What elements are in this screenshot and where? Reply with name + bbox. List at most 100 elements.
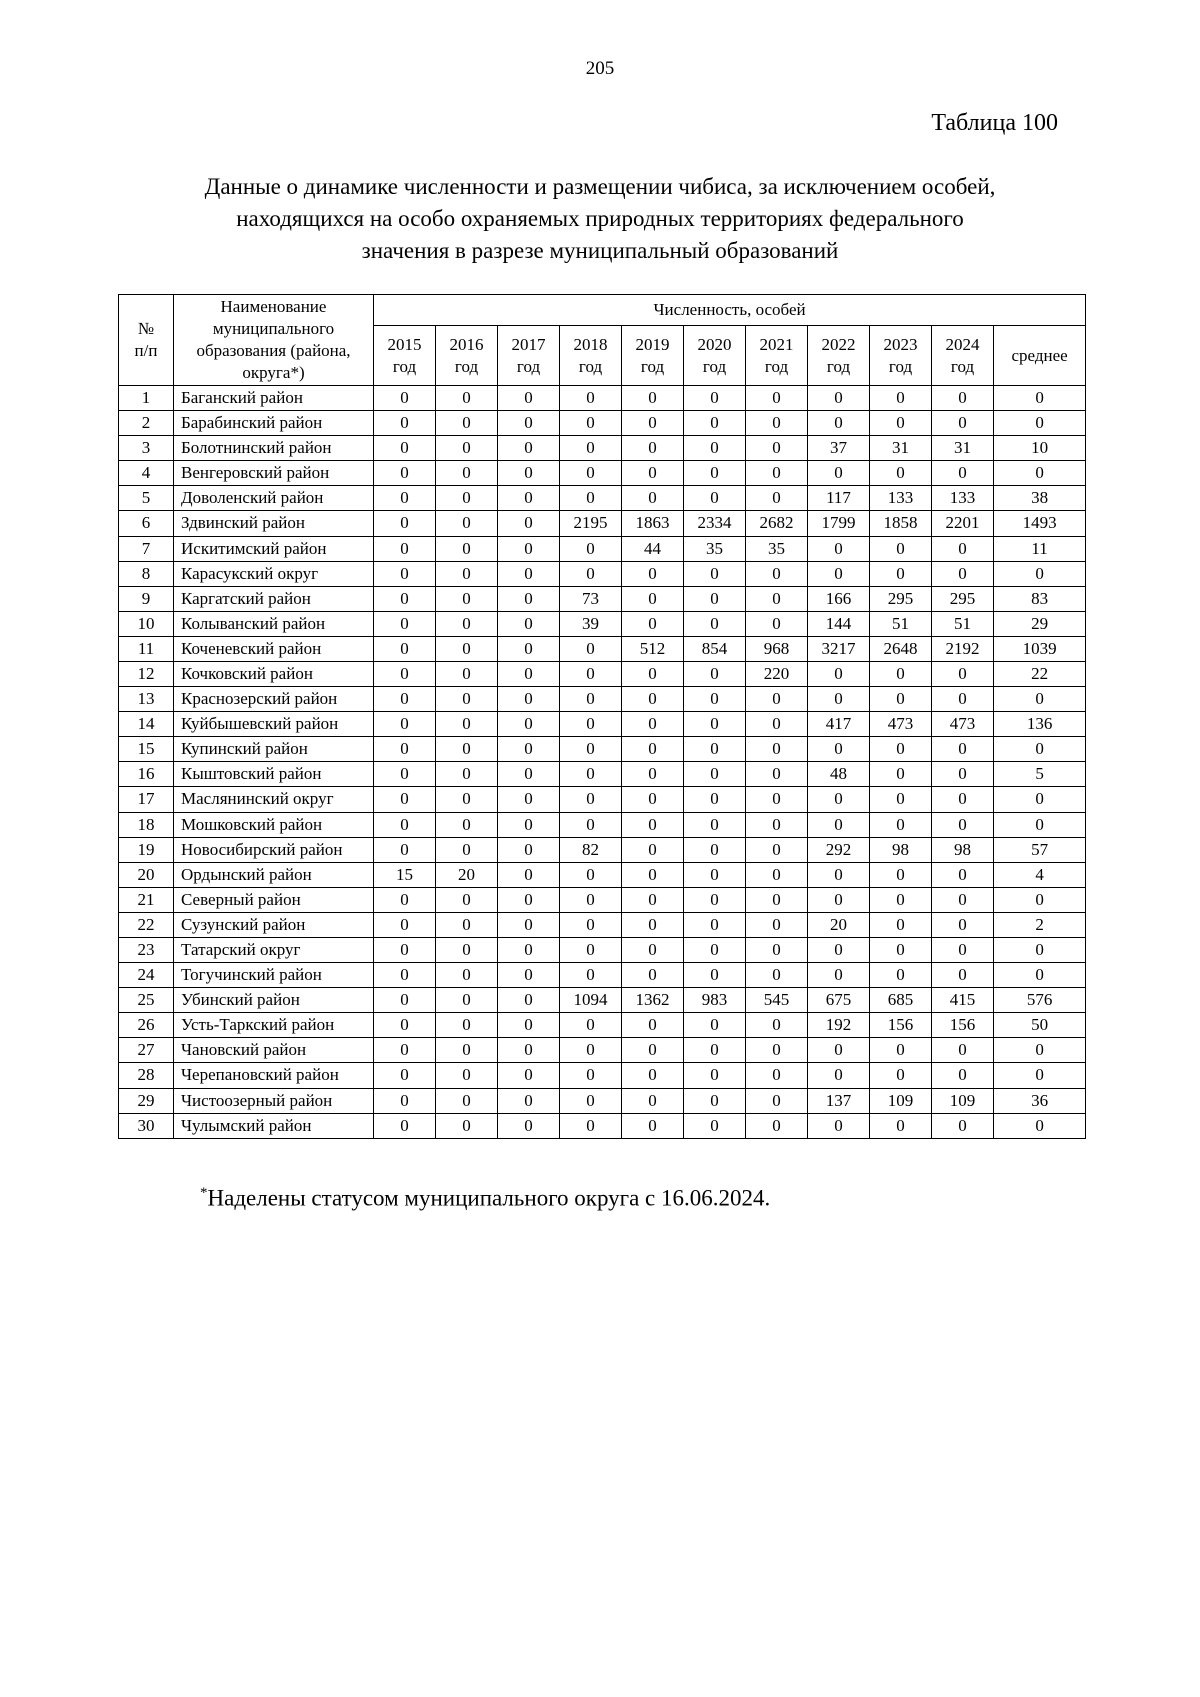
value-cell: 0 xyxy=(559,1087,622,1114)
district-name: Сузунский район xyxy=(173,911,374,939)
value-cell: 0 xyxy=(435,410,498,437)
value-cell: 0 xyxy=(373,786,436,813)
value-cell: 0 xyxy=(745,861,808,888)
district-name: Куйбышевский район xyxy=(173,711,374,738)
value-cell: 0 xyxy=(745,886,808,913)
value-cell: 2648 xyxy=(869,635,932,662)
value-cell: 0 xyxy=(869,861,932,888)
district-name: Здвинский район xyxy=(173,510,374,537)
value-cell: 0 xyxy=(745,761,808,788)
value-cell: 0 xyxy=(373,485,436,512)
value-cell: 0 xyxy=(497,686,560,713)
table-row: 8 Карасукский округ 0 0 0 0 0 0 0 0 0 0 0 xyxy=(118,560,1087,587)
value-cell: 0 xyxy=(807,560,870,587)
value-cell: 0 xyxy=(373,1037,436,1064)
header-year: 2024 год xyxy=(931,325,994,386)
value-cell: 0 xyxy=(559,660,622,688)
value-cell: 0 xyxy=(621,1062,684,1089)
value-cell: 117 xyxy=(807,485,870,512)
table-row: 21 Северный район 0 0 0 0 0 0 0 0 0 0 0 xyxy=(118,886,1087,913)
value-cell: 0 xyxy=(683,460,746,487)
table-row: 23 Татарский округ 0 0 0 0 0 0 0 0 0 0 0 xyxy=(118,936,1087,964)
value-cell: 31 xyxy=(869,435,932,462)
value-cell: 0 xyxy=(373,435,436,462)
value-cell: 0 xyxy=(435,585,498,612)
value-cell: 0 xyxy=(745,811,808,838)
value-cell: 109 xyxy=(931,1087,994,1114)
value-cell: 0 xyxy=(931,535,994,562)
value-cell: 0 xyxy=(683,811,746,838)
row-number: 16 xyxy=(118,761,174,788)
value-cell: 109 xyxy=(869,1087,932,1114)
value-cell: 0 xyxy=(497,635,560,662)
value-cell: 0 xyxy=(807,886,870,913)
value-cell: 0 xyxy=(435,962,498,989)
value-cell: 0 xyxy=(559,1012,622,1039)
district-name: Маслянинский округ xyxy=(173,786,374,813)
value-cell: 0 xyxy=(559,686,622,713)
value-cell: 137 xyxy=(807,1087,870,1114)
value-cell: 0 xyxy=(931,560,994,587)
value-cell: 0 xyxy=(683,786,746,813)
district-name: Северный район xyxy=(173,886,374,913)
value-cell: 0 xyxy=(807,811,870,838)
value-cell: 0 xyxy=(869,686,932,713)
row-number: 29 xyxy=(118,1087,174,1114)
table-row: 6 Здвинский район 0 0 0 2195 1863 2334 2682 1799 1… xyxy=(118,510,1087,537)
header-row-group: № п/п Наименование муниципального образо… xyxy=(118,293,1087,386)
value-cell: 0 xyxy=(497,410,560,437)
value-cell: 1039 xyxy=(992,635,1087,662)
value-cell: 0 xyxy=(869,761,932,788)
value-cell: 0 xyxy=(621,861,684,888)
value-cell: 0 xyxy=(497,736,560,763)
value-cell: 0 xyxy=(807,660,870,688)
value-cell: 415 xyxy=(931,987,994,1014)
value-cell: 57 xyxy=(992,836,1087,863)
value-cell: 0 xyxy=(992,1112,1087,1139)
value-cell: 0 xyxy=(745,836,808,863)
value-cell: 35 xyxy=(683,535,746,562)
value-cell: 0 xyxy=(683,485,746,512)
value-cell: 31 xyxy=(931,435,994,462)
table-row: 10 Колыванский район 0 0 0 39 0 0 0 144 51 51 29 xyxy=(118,610,1087,637)
header-year: 2021 год xyxy=(745,325,808,386)
district-name: Чулымский район xyxy=(173,1112,374,1139)
value-cell: 98 xyxy=(869,836,932,863)
row-number: 4 xyxy=(118,460,174,487)
footnote: *Наделены статусом муниципального округа… xyxy=(200,1185,1200,1212)
header-district-name: Наименование муниципального образования … xyxy=(173,293,374,386)
table-row: 14 Куйбышевский район 0 0 0 0 0 0 0 417 473 473 136 xyxy=(118,711,1087,738)
value-cell: 0 xyxy=(435,560,498,587)
table-row: 15 Купинский район 0 0 0 0 0 0 0 0 0 0 0 xyxy=(118,736,1087,763)
district-name: Новосибирский район xyxy=(173,836,374,863)
row-number: 8 xyxy=(118,560,174,587)
value-cell: 0 xyxy=(992,962,1087,989)
value-cell: 0 xyxy=(497,610,560,637)
value-cell: 0 xyxy=(497,962,560,989)
value-cell: 0 xyxy=(807,861,870,888)
value-cell: 0 xyxy=(683,1112,746,1139)
value-cell: 0 xyxy=(435,886,498,913)
value-cell: 15 xyxy=(373,861,436,888)
value-cell: 0 xyxy=(559,711,622,738)
value-cell: 36 xyxy=(992,1087,1087,1114)
value-cell: 0 xyxy=(869,560,932,587)
row-number: 11 xyxy=(118,635,174,662)
value-cell: 0 xyxy=(435,987,498,1014)
value-cell: 0 xyxy=(807,686,870,713)
value-cell: 0 xyxy=(869,384,932,412)
value-cell: 685 xyxy=(869,987,932,1014)
value-cell: 0 xyxy=(807,1062,870,1089)
value-cell: 0 xyxy=(435,811,498,838)
district-name: Черепановский район xyxy=(173,1062,374,1089)
value-cell: 0 xyxy=(559,1112,622,1139)
header-year: 2020 год xyxy=(683,325,746,386)
value-cell: 0 xyxy=(745,911,808,939)
value-cell: 0 xyxy=(745,435,808,462)
value-cell: 512 xyxy=(621,635,684,662)
value-cell: 0 xyxy=(992,384,1087,412)
value-cell: 0 xyxy=(497,1087,560,1114)
value-cell: 983 xyxy=(683,987,746,1014)
row-number: 1 xyxy=(118,384,174,412)
